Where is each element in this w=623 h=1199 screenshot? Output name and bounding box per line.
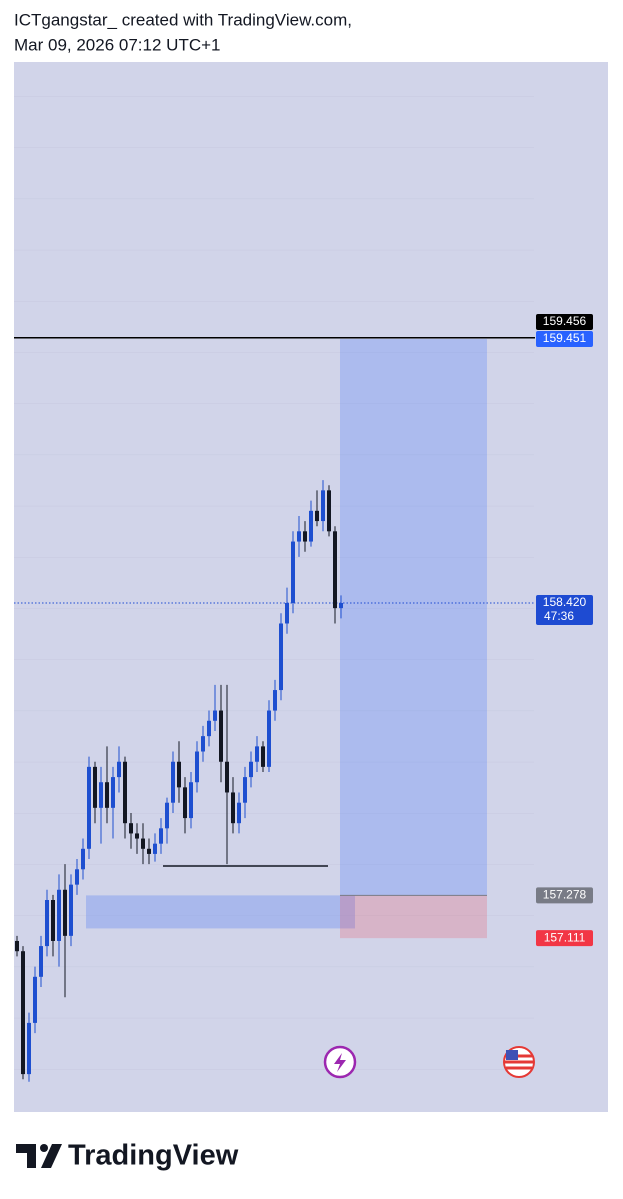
candle-body xyxy=(333,531,337,609)
candle-body xyxy=(309,510,313,542)
candle-body xyxy=(219,710,223,762)
candle-body xyxy=(279,623,283,691)
footer-brand: TradingView xyxy=(68,1140,239,1172)
candle-body xyxy=(117,761,121,778)
candle-body xyxy=(213,710,217,721)
candle-body xyxy=(57,889,61,941)
candle-body xyxy=(33,976,37,1023)
candle-body xyxy=(153,843,157,854)
candle-body xyxy=(249,761,253,778)
candle-body xyxy=(201,736,205,752)
candle-body xyxy=(147,848,151,854)
price-label-box xyxy=(536,930,593,947)
candle-body xyxy=(237,802,241,824)
flag-icon[interactable] xyxy=(503,1046,535,1078)
candle-body xyxy=(177,761,181,788)
candle-body xyxy=(159,828,163,844)
target-zone xyxy=(340,339,487,896)
candle-body xyxy=(99,782,103,808)
price-label: 157.111 xyxy=(544,930,586,944)
candle-body xyxy=(51,900,55,941)
candle-body xyxy=(339,603,343,609)
candle-body xyxy=(243,777,247,803)
candle-body xyxy=(129,823,133,834)
candle-body xyxy=(171,761,175,803)
candle-body xyxy=(291,541,295,604)
tradingview-logo xyxy=(16,1144,62,1168)
candle-body xyxy=(27,1022,31,1075)
price-label: 159.456 xyxy=(543,314,587,328)
price-label-box xyxy=(536,887,593,904)
candle-body xyxy=(135,833,139,839)
price-label: 159.451 xyxy=(543,331,587,345)
candle-body xyxy=(111,777,115,808)
candle-body xyxy=(285,603,289,624)
candle-body xyxy=(207,720,211,737)
candle-body xyxy=(15,940,19,952)
candle-body xyxy=(273,690,277,711)
fvg-zone xyxy=(86,895,355,929)
candle-body xyxy=(165,802,169,829)
candle-body xyxy=(39,946,43,977)
candle-body xyxy=(327,490,331,532)
price-label-box xyxy=(536,331,593,348)
candle-body xyxy=(321,490,325,522)
candle-body xyxy=(195,751,199,783)
candle-body xyxy=(141,838,145,849)
candle-body xyxy=(255,746,259,762)
header-line: Mar 09, 2026 07:12 UTC+1 xyxy=(14,35,220,54)
candle-body xyxy=(231,792,235,824)
candle-body xyxy=(267,710,271,767)
candle-body xyxy=(123,761,127,824)
candle-body xyxy=(93,766,97,808)
stop-zone xyxy=(340,895,487,939)
candle-body xyxy=(261,746,265,767)
candle-body xyxy=(81,848,85,870)
candle-body xyxy=(21,951,25,1075)
candle-body xyxy=(225,761,229,793)
candle-body xyxy=(183,787,187,819)
candle-body xyxy=(315,510,319,522)
candle-body xyxy=(63,889,67,936)
price-label-box xyxy=(536,314,593,331)
candle-body xyxy=(189,782,193,819)
price-label: 157.278 xyxy=(543,888,587,902)
candle-body xyxy=(105,782,109,808)
lightning-icon[interactable] xyxy=(323,1045,357,1079)
grid xyxy=(14,62,608,1112)
price-label: 158.420 xyxy=(543,595,587,609)
candle-body xyxy=(75,869,79,885)
candle-body xyxy=(87,766,91,849)
candle-body xyxy=(45,900,49,947)
header-line: ICTgangstar_ created with TradingView.co… xyxy=(14,10,352,29)
candle-body xyxy=(303,531,307,542)
candle-body xyxy=(297,531,301,542)
candle-body xyxy=(69,884,73,936)
countdown: 47:36 xyxy=(544,609,574,623)
price-label-box xyxy=(536,595,593,626)
